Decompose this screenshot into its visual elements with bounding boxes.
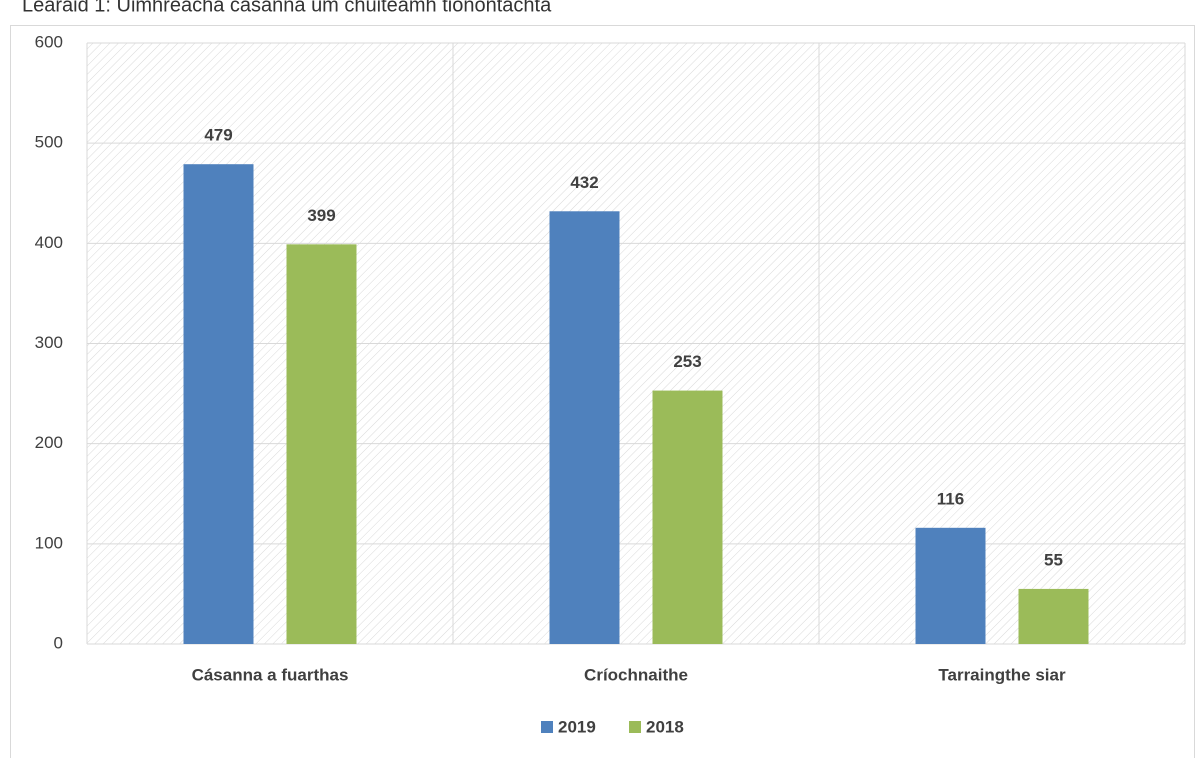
legend-label: 2019 [558, 717, 596, 736]
y-tick-label: 100 [35, 533, 63, 552]
y-tick-label: 600 [35, 32, 63, 51]
y-tick-label: 200 [35, 433, 63, 452]
y-tick-label: 300 [35, 333, 63, 352]
data-label: 432 [570, 173, 598, 192]
bar [1018, 588, 1089, 644]
y-tick-label: 0 [54, 633, 63, 652]
bar [915, 527, 986, 644]
bar [183, 164, 254, 644]
legend-label: 2018 [646, 717, 684, 736]
legend-swatch [541, 721, 553, 733]
data-label: 116 [937, 489, 964, 508]
bar [652, 390, 723, 644]
data-label: 253 [673, 352, 701, 371]
y-tick-label: 500 [35, 133, 63, 152]
chart-title: Léaráid 1: Uimhreacha cásanna um chúitea… [22, 0, 552, 16]
chart-border [10, 25, 1195, 758]
legend-swatch [629, 721, 641, 733]
data-label: 399 [307, 206, 335, 225]
data-label: 479 [204, 126, 232, 145]
data-label: 55 [1044, 550, 1063, 569]
bar [549, 211, 620, 644]
y-tick-label: 400 [35, 233, 63, 252]
x-tick-label: Tarraingthe siar [938, 665, 1066, 684]
x-tick-label: Cásanna a fuarthas [192, 665, 349, 684]
x-tick-label: Críochnaithe [584, 665, 688, 684]
bar [286, 244, 357, 644]
